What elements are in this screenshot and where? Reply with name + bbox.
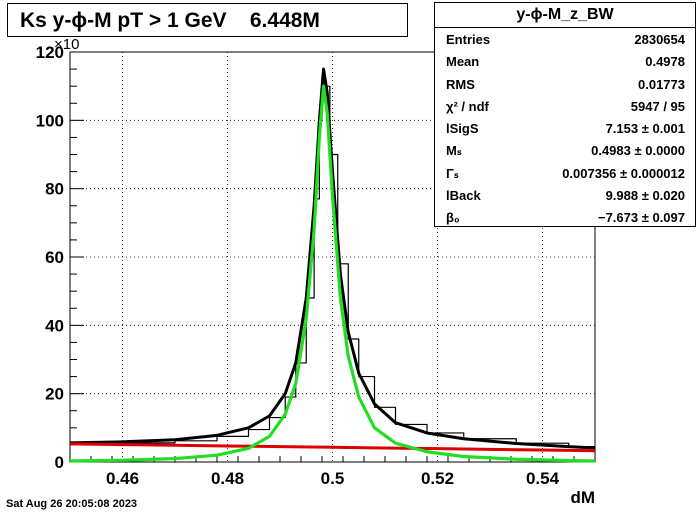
stats-value: 2830654 [634,32,685,47]
stats-histogram-name: y-ϕ-M_z_BW [435,3,695,28]
y-tick-label: 80 [45,180,64,199]
stats-key: χ² / ndf [446,98,489,114]
y-tick-label: 40 [45,316,64,335]
series-signal [69,84,596,463]
timestamp: Sat Aug 26 20:05:08 2023 [6,498,138,510]
stats-key: β₀ [446,210,460,226]
stats-row-entries: Entries 2830654 [435,28,695,50]
stats-value: 5947 / 95 [630,98,685,114]
stats-key: Mean [446,54,480,70]
series-background [69,442,596,453]
y-tick-label: 120 [36,43,64,62]
x-tick-label: 0.5 [321,469,345,488]
series-total-fit [69,67,596,450]
y-tick-label: 0 [55,453,64,472]
x-tick-label: 0.54 [526,469,560,488]
stats-key: lSigS [446,121,479,137]
y-tick-label: 60 [45,248,64,267]
stats-row-lback: lBack 9.988 ± 0.020 [435,184,695,206]
stats-row-ms: Mₛ 0.4983 ± 0.0000 [435,139,695,161]
stats-key: Γₛ [446,165,459,181]
stats-row-gammas: Γₛ 0.007356 ± 0.000012 [435,162,695,184]
stats-value: 7.153 ± 0.001 [605,121,685,137]
stats-row-mean: Mean 0.4978 [435,50,695,72]
stats-key: RMS [446,76,475,92]
x-tick-label: 0.46 [106,469,139,488]
stats-value: 0.007356 ± 0.000012 [562,165,685,181]
stats-key: lBack [446,188,481,204]
stats-value: 0.4978 [645,54,685,70]
x-axis-title: dM [570,488,595,507]
stats-key: Mₛ [446,143,462,159]
stats-value: −7.673 ± 0.097 [597,210,685,226]
y-multiplier-label: ×10 [54,36,79,53]
stats-value: 0.01773 [638,76,685,92]
y-tick-label: 100 [36,111,64,130]
stats-box: y-ϕ-M_z_BW Entries 2830654 Mean 0.4978 R… [434,2,696,227]
stats-value: 9.988 ± 0.020 [605,188,685,204]
y-tick-label: 20 [45,385,64,404]
x-tick-label: 0.48 [211,469,244,488]
stats-row-lsigs: lSigS 7.153 ± 0.001 [435,117,695,139]
stats-key: Entries [446,32,491,47]
stats-row-rms: RMS 0.01773 [435,73,695,95]
stats-row-chi2: χ² / ndf 5947 / 95 [435,95,695,117]
x-tick-label: 0.52 [421,469,454,488]
stats-row-beta0: β₀ −7.673 ± 0.097 [435,206,695,228]
chart-title: Ks y-ϕ-M pT > 1 GeV 6.448M [7,3,408,37]
stats-value: 0.4983 ± 0.0000 [591,143,685,159]
